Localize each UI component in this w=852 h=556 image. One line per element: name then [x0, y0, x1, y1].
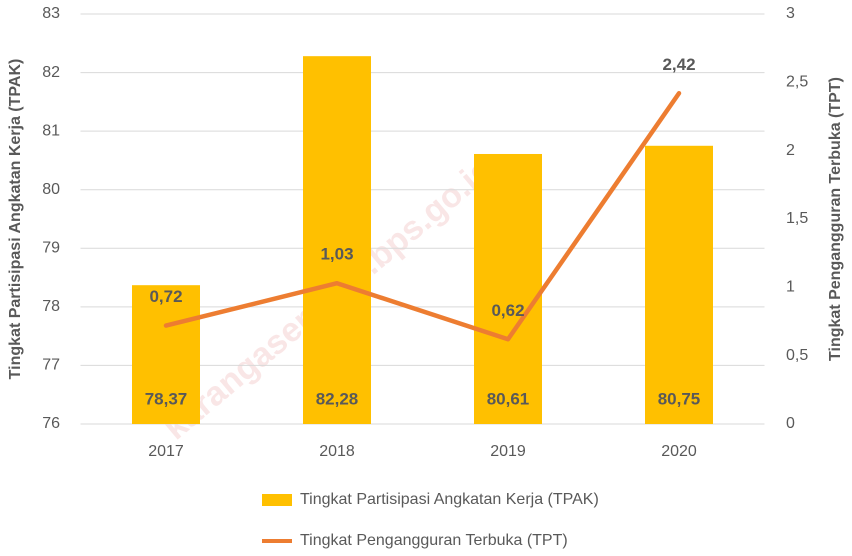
y2-axis-title: Tingkat Pengangguran Terbuka (TPT)	[827, 77, 844, 361]
x-tick-label: 2017	[148, 443, 184, 460]
y-axis-title: Tingkat Partisipasi Angkatan Kerja (TPAK…	[7, 59, 24, 380]
x-tick-label: 2018	[319, 443, 355, 460]
y-tick-label: 76	[42, 415, 60, 432]
line-value-label: 0,62	[491, 301, 524, 320]
x-tick-label: 2019	[490, 443, 526, 460]
legend-label: Tingkat Pengangguran Terbuka (TPT)	[300, 532, 568, 549]
bar	[303, 56, 371, 425]
y-tick-label: 78	[42, 298, 60, 315]
bar	[132, 285, 200, 424]
y-tick-label: 83	[42, 5, 60, 22]
y-tick-label: 79	[42, 240, 60, 257]
y2-tick-label: 3	[786, 5, 795, 22]
y-tick-label: 77	[42, 357, 60, 374]
y2-tick-label: 2,5	[786, 74, 808, 91]
y2-tick-label: 1,5	[786, 210, 808, 227]
bar-value-label: 82,28	[316, 389, 359, 408]
y2-tick-label: 2	[786, 142, 795, 159]
y-tick-label: 82	[42, 64, 60, 81]
legend-label: Tingkat Partisipasi Angkatan Kerja (TPAK…	[300, 491, 599, 508]
line-value-label: 2,42	[662, 55, 695, 74]
bar-value-label: 80,75	[658, 389, 701, 408]
y2-tick-label: 1	[786, 279, 795, 296]
x-tick-label: 2020	[661, 443, 697, 460]
y-tick-label: 80	[42, 181, 60, 198]
bar	[645, 145, 713, 425]
legend-swatch	[262, 494, 292, 506]
line	[163, 91, 682, 342]
line-value-label: 1,03	[320, 245, 353, 264]
y2-tick-label: 0,5	[786, 347, 808, 364]
bar	[474, 153, 542, 424]
bar-value-label: 78,37	[145, 389, 188, 408]
bar-value-label: 80,61	[487, 389, 530, 408]
y-tick-label: 81	[42, 122, 60, 139]
y2-tick-label: 0	[786, 415, 795, 432]
line-value-label: 0,72	[149, 287, 182, 306]
